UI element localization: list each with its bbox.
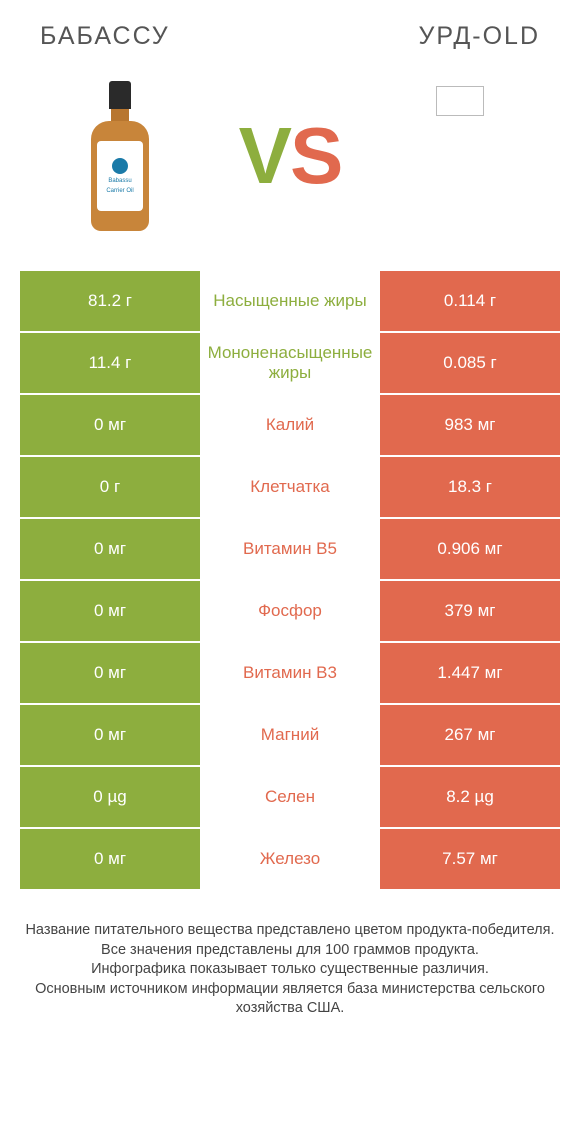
table-row: 0 мгЖелезо7.57 мг [20,829,560,891]
cell-right-value: 8.2 µg [380,767,560,827]
cell-right-value: 7.57 мг [380,829,560,889]
cell-left-value: 81.2 г [20,271,200,331]
cell-left-value: 0 мг [20,581,200,641]
cell-nutrient-label: Мононенасыщенные жиры [200,333,380,393]
product-left-title: БАБАССУ [40,22,170,51]
table-row: 0 мгВитамин B50.906 мг [20,519,560,581]
cell-left-value: 0 мг [20,395,200,455]
table-row: 0 мгМагний267 мг [20,705,560,767]
bottle-icon: Babassu Carrier Oil [90,81,150,231]
cell-left-value: 0 мг [20,519,200,579]
header: БАБАССУ УРД-OLD [0,0,580,61]
cell-right-value: 0.906 мг [380,519,560,579]
vs-label: VS [239,110,342,202]
cell-right-value: 0.085 г [380,333,560,393]
vs-s: S [290,111,341,200]
product-right-title: УРД-OLD [418,22,540,51]
footer-line: Инфографика показывает только существенн… [20,960,560,980]
table-row: 81.2 гНасыщенные жиры0.114 г [20,271,560,333]
table-row: 0 мгФосфор379 мг [20,581,560,643]
cell-left-value: 0 µg [20,767,200,827]
cell-left-value: 0 г [20,457,200,517]
cell-nutrient-label: Витамин B5 [200,519,380,579]
cell-right-value: 983 мг [380,395,560,455]
table-row: 0 мгКалий983 мг [20,395,560,457]
table-row: 0 µgСелен8.2 µg [20,767,560,829]
cell-left-value: 11.4 г [20,333,200,393]
footer-line: Основным источником информации является … [20,980,560,1019]
cell-left-value: 0 мг [20,643,200,703]
cell-nutrient-label: Селен [200,767,380,827]
cell-nutrient-label: Клетчатка [200,457,380,517]
footer-text: Название питательного вещества представл… [20,921,560,1019]
vs-v: V [239,111,290,200]
cell-left-value: 0 мг [20,705,200,765]
cell-nutrient-label: Насыщенные жиры [200,271,380,331]
images-row: Babassu Carrier Oil VS [0,61,580,271]
cell-nutrient-label: Калий [200,395,380,455]
cell-nutrient-label: Железо [200,829,380,889]
cell-right-value: 267 мг [380,705,560,765]
cell-nutrient-label: Витамин B3 [200,643,380,703]
table-row: 0 гКлетчатка18.3 г [20,457,560,519]
cell-nutrient-label: Магний [200,705,380,765]
footer-line: Название питательного вещества представл… [20,921,560,941]
comparison-table: 81.2 гНасыщенные жиры0.114 г11.4 гМононе… [20,271,560,891]
cell-right-value: 1.447 мг [380,643,560,703]
table-row: 11.4 гМононенасыщенные жиры0.085 г [20,333,560,395]
product-right-image [400,71,520,241]
bottle-label-line2: Carrier Oil [106,188,133,194]
cell-nutrient-label: Фосфор [200,581,380,641]
product-left-image: Babassu Carrier Oil [60,71,180,241]
cell-left-value: 0 мг [20,829,200,889]
cell-right-value: 18.3 г [380,457,560,517]
placeholder-icon [436,86,484,116]
bottle-label-line1: Babassu [108,178,131,184]
cell-right-value: 0.114 г [380,271,560,331]
table-row: 0 мгВитамин B31.447 мг [20,643,560,705]
footer-line: Все значения представлены для 100 граммо… [20,941,560,961]
cell-right-value: 379 мг [380,581,560,641]
